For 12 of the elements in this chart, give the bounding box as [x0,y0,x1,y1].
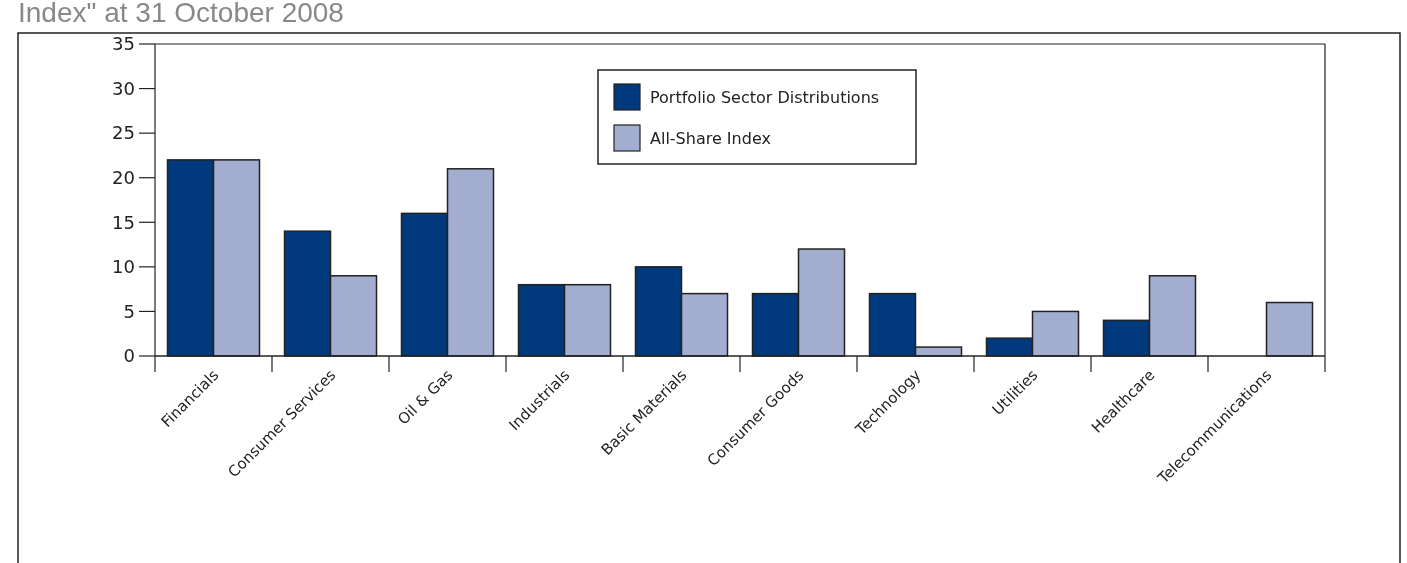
chart-title: Index" at 31 October 2008 [18,0,344,28]
y-tick-label: 25 [112,122,135,144]
y-tick-label: 0 [123,345,135,367]
x-tick-label: Oil & Gas [394,365,457,429]
legend-label: All-Share Index [650,128,771,148]
y-tick-label: 10 [112,256,135,278]
y-tick-label: 15 [112,211,135,233]
legend-label: Portfolio Sector Distributions [650,87,880,107]
y-tick-label: 5 [123,300,135,322]
y-tick-label: 20 [112,167,135,189]
y-tick-label: 30 [112,77,135,99]
y-tick-label: 35 [112,33,135,55]
